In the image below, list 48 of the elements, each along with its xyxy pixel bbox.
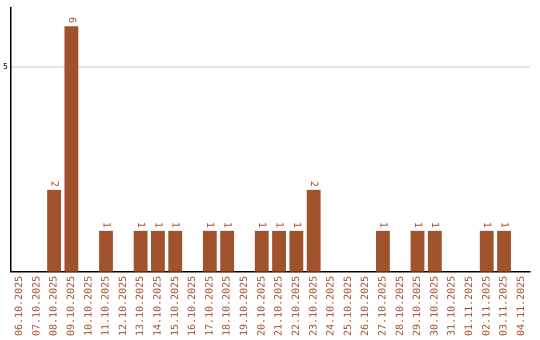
data-label: 1 (152, 222, 164, 228)
x-tick-label: 29.10.2025 (412, 276, 424, 336)
data-label: 1 (100, 222, 112, 228)
data-label: 6 (66, 17, 77, 24)
x-tick-label: 01.11.2025 (464, 276, 476, 336)
data-label: 1 (170, 222, 181, 228)
data-label: 1 (412, 222, 423, 228)
x-tick-label: 20.10.2025 (256, 276, 268, 336)
data-label: 1 (222, 222, 233, 228)
x-tick-label: 26.10.2025 (360, 276, 372, 336)
x-tick-label: 06.10.2025 (14, 276, 26, 336)
data-label: 1 (377, 222, 388, 228)
x-tick-label: 08.10.2025 (48, 276, 60, 336)
data-label: 1 (481, 222, 492, 228)
x-tick-label: 14.10.2025 (152, 276, 164, 336)
x-tick-label: 21.10.2025 (274, 276, 285, 336)
data-label: 1 (256, 222, 268, 228)
x-tick-label: 30.10.2025 (429, 276, 440, 336)
x-tick-label: 07.10.2025 (31, 276, 42, 336)
x-tick-label: 24.10.2025 (326, 276, 337, 336)
x-tick-label: 12.10.2025 (118, 276, 129, 336)
data-label: 1 (135, 222, 146, 228)
x-tick-label: 04.11.2025 (516, 276, 527, 336)
x-tick-label: 22.10.2025 (290, 276, 302, 336)
data-label: 2 (308, 180, 320, 187)
x-tick-label: 10.10.2025 (83, 276, 94, 336)
x-tick-label: 13.10.2025 (135, 276, 146, 336)
data-label: 1 (498, 222, 510, 228)
x-tick-label: 17.10.2025 (204, 276, 216, 336)
x-tick-label: 25.10.2025 (342, 276, 354, 336)
x-tick-label: 19.10.2025 (239, 276, 250, 336)
x-tick-label: 02.11.2025 (481, 276, 492, 336)
data-label: 1 (429, 222, 440, 228)
x-tick-label: 03.11.2025 (498, 276, 510, 336)
x-tick-label: 15.10.2025 (170, 276, 181, 336)
data-label: 1 (204, 222, 216, 228)
x-tick-label: 11.10.2025 (100, 276, 112, 336)
x-tick-label: 16.10.2025 (187, 276, 198, 336)
x-tick-label: 09.10.2025 (66, 276, 77, 336)
x-tick-label: 27.10.2025 (377, 276, 388, 336)
y-tick-label: 5 (2, 62, 8, 72)
x-tick-label: 28.10.2025 (394, 276, 406, 336)
data-label: 1 (273, 222, 284, 228)
x-tick-label: 23.10.2025 (308, 276, 320, 336)
data-label: 1 (290, 222, 302, 228)
x-tick-label: 31.10.2025 (446, 276, 458, 336)
x-tick-label: 18.10.2025 (222, 276, 233, 336)
data-label: 2 (48, 180, 60, 187)
